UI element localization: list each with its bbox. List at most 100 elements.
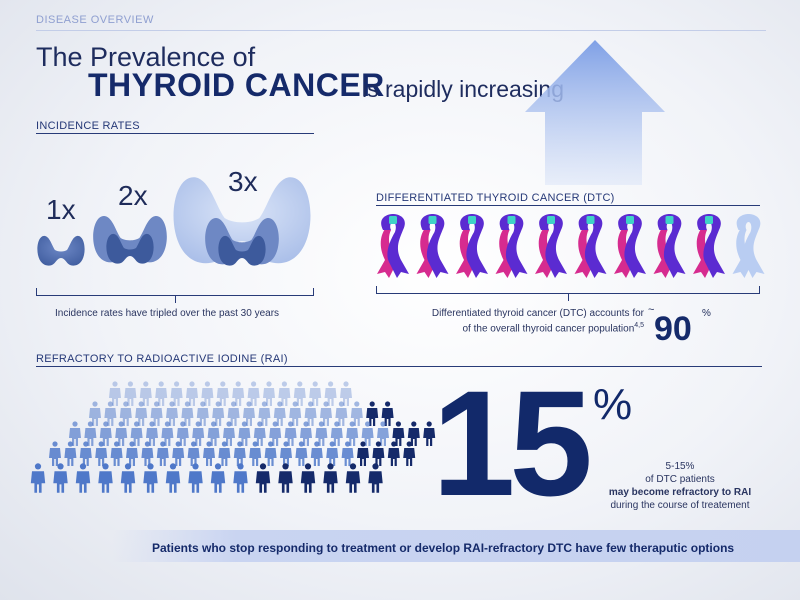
person-icon [110, 441, 123, 466]
person-icon [269, 421, 282, 446]
person-icon [109, 381, 121, 406]
footer-banner-text: Patients who stop responding to treatmen… [152, 541, 735, 555]
person-icon [210, 463, 226, 493]
dtc-caption-refs: 4,5 [634, 322, 644, 329]
person-icon [335, 401, 348, 426]
dtc-caption: Differentiated thyroid cancer (DTC) acco… [400, 308, 644, 335]
person-icon [141, 441, 154, 466]
person-icon [150, 401, 163, 426]
person-icon-highlighted [372, 441, 385, 466]
multiplier-2x: 2x [118, 180, 148, 211]
person-icon [201, 381, 214, 406]
person-icon [143, 463, 158, 493]
person-icon [170, 381, 183, 406]
person-icon [64, 441, 77, 466]
awareness-ribbon-icon [416, 214, 449, 278]
person-icon [340, 381, 352, 406]
person-icon-highlighted [366, 401, 379, 426]
person-icon [232, 381, 245, 406]
person-icon [310, 441, 323, 466]
person-icon [284, 421, 297, 446]
category-label: DISEASE OVERVIEW [36, 14, 154, 26]
awareness-ribbon-icon [377, 214, 409, 278]
person-icon-highlighted [387, 441, 400, 466]
dtc-caption-line1: Differentiated thyroid cancer (DTC) acco… [431, 308, 644, 319]
rai-big-value: 15 [432, 359, 593, 527]
awareness-ribbon-icon [574, 214, 607, 278]
person-icon [172, 441, 185, 466]
person-icon [280, 441, 292, 466]
person-icon [135, 401, 148, 426]
title-rest: is rapidly increasing [362, 76, 564, 102]
awareness-ribbon-icon [495, 214, 528, 278]
person-icon [361, 421, 374, 446]
dtc-value: 90 [654, 310, 692, 348]
person-icon [309, 381, 322, 406]
multiplier-1x: 1x [46, 194, 76, 225]
awareness-ribbon-icon [653, 214, 686, 278]
person-icon-highlighted [368, 463, 383, 493]
person-icon [84, 421, 97, 446]
person-icon [324, 381, 337, 406]
person-icon [139, 381, 152, 406]
person-icon [300, 421, 312, 446]
person-icon [207, 421, 220, 446]
title-emphasis: THYROID CANCER [88, 67, 385, 103]
dtc-caption-line2-wrap: of the overall thyroid cancer population… [400, 320, 644, 335]
person-icon [115, 421, 128, 446]
person-icon [293, 381, 306, 406]
person-icon [315, 421, 328, 446]
person-icon [350, 401, 363, 426]
person-icon [249, 441, 262, 466]
rai-heading: REFRACTORY TO RADIOACTIVE IODINE (RAI) [36, 353, 288, 365]
person-icon-highlighted [278, 463, 293, 493]
incidence-heading: INCIDENCE RATES [36, 120, 140, 132]
rai-note-bold: may become refractory to RAI [608, 487, 752, 498]
rai-divider [36, 366, 762, 367]
person-icon [346, 421, 359, 446]
person-icon [295, 441, 308, 466]
person-icon [187, 441, 200, 466]
person-icon [104, 401, 117, 426]
dtc-bracket-tick [568, 293, 569, 301]
person-icon [278, 381, 291, 406]
person-icon-highlighted [323, 463, 338, 493]
person-icon [95, 441, 108, 466]
person-icon [253, 421, 266, 446]
person-icon-highlighted [392, 421, 405, 446]
awareness-ribbon-icon [535, 214, 567, 278]
person-icon [99, 421, 112, 446]
person-icon [188, 463, 203, 493]
awareness-ribbon-icon [614, 214, 646, 278]
person-icon [238, 421, 251, 446]
person-icon [176, 421, 189, 446]
person-icon [377, 421, 389, 446]
person-icon [264, 441, 277, 466]
rai-note-line4: during the course of treatement [610, 500, 750, 511]
person-icon [186, 381, 198, 406]
person-icon [89, 401, 101, 426]
rai-note-line2: of DTC patients [645, 474, 715, 485]
person-icon [258, 401, 271, 426]
person-icon [233, 463, 248, 493]
person-icon [49, 441, 61, 466]
person-icon [196, 401, 209, 426]
person-icon [216, 381, 229, 406]
incidence-caption: Incidence rates have tripled over the pa… [55, 308, 280, 319]
person-icon-highlighted [403, 441, 416, 466]
dtc-unit: % [702, 308, 711, 319]
person-icon-highlighted [345, 463, 361, 493]
person-icon [273, 401, 286, 426]
person-icon [227, 401, 240, 426]
dtc-divider [376, 205, 760, 206]
person-icon [320, 401, 332, 426]
dtc-caption-line2: of the overall thyroid cancer population [462, 323, 635, 335]
person-icon [218, 441, 231, 466]
dtc-heading: DIFFERENTIATED THYROID CANCER (DTC) [376, 192, 615, 204]
person-icon [98, 463, 113, 493]
person-icon-highlighted [381, 401, 394, 426]
person-icon [304, 401, 317, 426]
